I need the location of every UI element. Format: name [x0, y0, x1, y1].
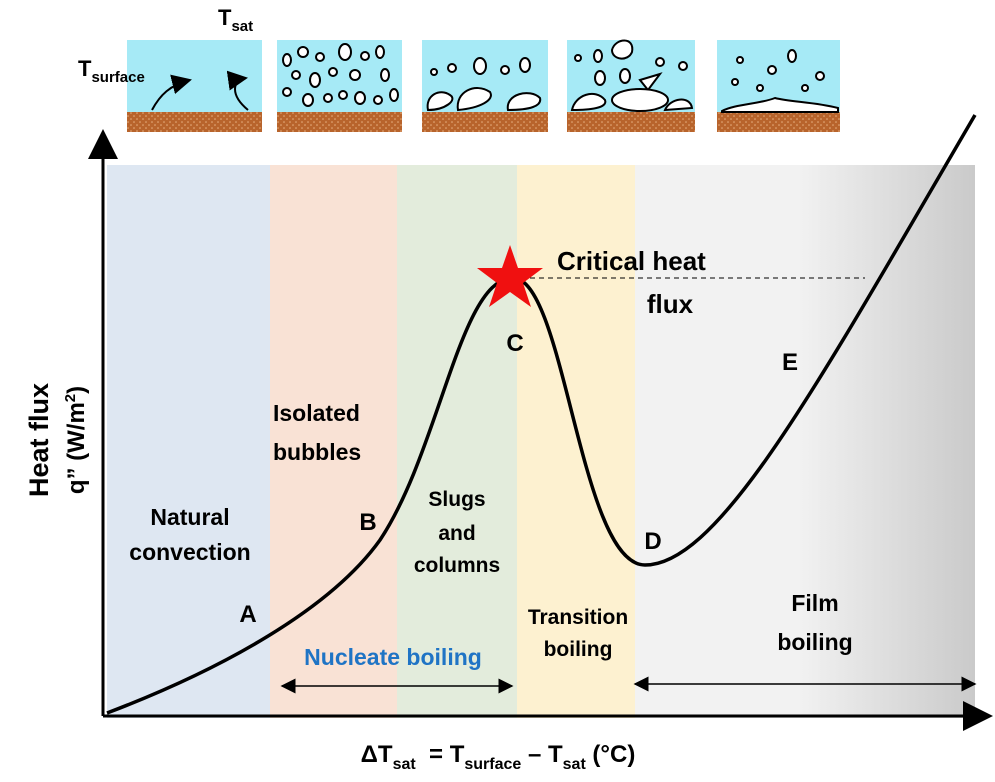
boiling-curve-diagram: Tsat Tsurface Natural convection Isolate…: [0, 0, 995, 782]
subscript: sat: [393, 756, 417, 773]
region-label: bubbles: [273, 439, 361, 465]
region-label: boiling: [777, 629, 852, 655]
nucleate-label: Nucleate boiling: [304, 644, 482, 670]
insets: [127, 40, 840, 132]
region-slugs: [397, 165, 517, 718]
text: ): [63, 386, 90, 394]
inset-3-surface: [422, 112, 548, 132]
inset-1-surface: [127, 112, 262, 132]
point-label: A: [239, 601, 256, 628]
x-axis-title: ΔTsat = Tsurface – Tsat (°C): [361, 741, 636, 773]
text: (°C): [586, 741, 636, 768]
point-label: B: [359, 509, 376, 536]
point-label: C: [506, 330, 523, 357]
t: T: [218, 5, 232, 30]
region-label: and: [438, 522, 475, 545]
inset-5-surface: [717, 112, 840, 132]
region-label: Isolated: [273, 400, 360, 426]
y-axis-title: q” (W/m2): [62, 386, 90, 494]
t: T: [78, 56, 92, 81]
region-label: convection: [129, 539, 250, 565]
region-label: Film: [791, 590, 838, 616]
inset-2-surface: [277, 112, 402, 132]
region-label: Transition: [528, 606, 628, 629]
region-label: Slugs: [428, 488, 485, 511]
subscript: surface: [91, 69, 144, 86]
subscript: surface: [464, 756, 521, 773]
inset-1: [127, 40, 262, 112]
subscript: sat: [563, 756, 587, 773]
region-label: columns: [414, 554, 500, 577]
t-sat-label: Tsat: [218, 5, 253, 35]
point-label: D: [644, 528, 661, 555]
superscript: 2: [62, 394, 79, 402]
text: = T: [416, 741, 465, 768]
chf-label: Critical heat: [557, 246, 706, 276]
region-label: Natural: [150, 504, 229, 530]
point-label: E: [782, 349, 798, 376]
text: q” (W/m: [63, 402, 90, 494]
region-label: boiling: [544, 638, 613, 661]
text: ΔT: [361, 741, 393, 768]
region-natural: [107, 165, 270, 718]
inset-4-surface: [567, 112, 695, 132]
y-axis-title: Heat flux: [24, 383, 54, 497]
text: – T: [521, 741, 563, 768]
subscript: sat: [231, 18, 253, 35]
page: {"insets": {"t_sat": ["T", "sat"], "t_su…: [0, 0, 995, 782]
chf-label: flux: [647, 289, 694, 319]
